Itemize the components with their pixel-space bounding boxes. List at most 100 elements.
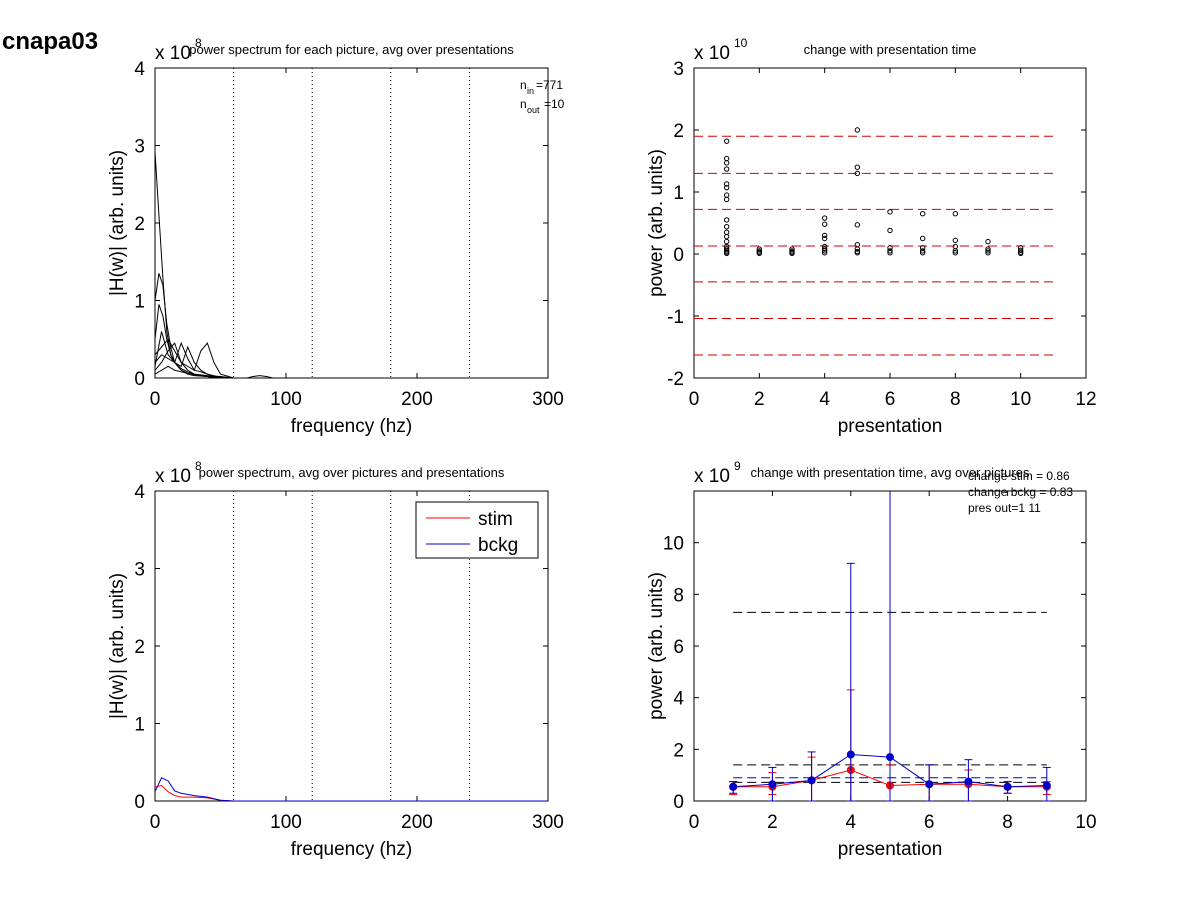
x-tick-label: 0	[150, 389, 161, 410]
x-tick-label: 4	[846, 812, 857, 833]
y-tick-label: 2	[673, 121, 684, 142]
y-tick-label: 1	[134, 292, 145, 313]
scatter-point	[723, 217, 730, 223]
scatter-point	[854, 222, 861, 228]
series-line	[155, 365, 548, 378]
scatter-point	[821, 232, 828, 239]
data-marker-bckg	[729, 782, 738, 791]
y-exponent-power: 8	[195, 36, 202, 50]
scatter-point	[854, 170, 861, 177]
x-axis-label: frequency (hz)	[291, 416, 412, 437]
y-exponent-base: x 10	[155, 43, 191, 64]
x-tick-label: 6	[924, 812, 935, 833]
annotation-n-out-value: =10	[544, 97, 565, 111]
y-exponent-power: 9	[734, 459, 741, 473]
scatter-point	[756, 250, 763, 257]
scatter-point	[723, 138, 730, 144]
x-tick-label: 300	[532, 812, 564, 833]
scatter-point	[887, 250, 893, 256]
scatter-point	[854, 127, 861, 133]
y-tick-label: -2	[667, 369, 684, 390]
series-line	[155, 331, 548, 378]
y-tick-label: 0	[134, 369, 145, 390]
scatter-point	[887, 248, 893, 254]
annotation-text: pres out=1 11	[968, 501, 1041, 515]
scatter-point	[854, 250, 861, 256]
x-tick-label: 8	[1002, 812, 1013, 833]
scatter-point	[887, 245, 893, 251]
y-exponent-power: 8	[195, 459, 202, 473]
x-tick-label: 200	[401, 812, 433, 833]
chart-title: change with presentation time	[804, 42, 977, 57]
annotation-text: change bckg = 0.83	[968, 485, 1073, 499]
y-tick-label: 2	[134, 637, 145, 658]
annotation-n-in-sub: in	[527, 86, 534, 96]
y-tick-label: 3	[673, 59, 684, 80]
y-tick-label: 4	[134, 59, 145, 80]
scatter-point	[723, 155, 730, 162]
y-exponent-base: x 10	[694, 43, 730, 64]
series-line	[155, 777, 548, 801]
x-tick-label: 6	[885, 389, 896, 410]
y-tick-label: 3	[134, 560, 145, 581]
scatter-point	[821, 248, 828, 254]
scatter-point	[723, 229, 730, 236]
scatter-point	[789, 250, 795, 257]
y-axis-label: |H(w)| (arb. units)	[107, 150, 128, 296]
scatter-point	[919, 250, 926, 256]
y-tick-label: 1	[673, 183, 684, 204]
x-tick-label: 100	[270, 389, 302, 410]
data-marker-bckg	[807, 776, 816, 785]
x-tick-label: 12	[1075, 389, 1096, 410]
x-tick-label: 100	[270, 812, 302, 833]
scatter-point	[887, 227, 893, 234]
y-tick-label: 0	[673, 792, 684, 813]
scatter-point	[952, 211, 959, 217]
scatter-point	[821, 215, 828, 221]
y-exponent-power: 10	[734, 36, 748, 50]
chart-title: power spectrum, avg over pictures and pr…	[199, 465, 505, 480]
x-tick-label: 10	[1010, 389, 1031, 410]
y-axis-label: |H(w)| (arb. units)	[107, 573, 128, 719]
annotation-n-in: n	[520, 78, 527, 92]
data-marker-bckg	[1003, 782, 1012, 791]
x-tick-label: 2	[767, 812, 778, 833]
x-tick-label: 8	[950, 389, 961, 410]
scatter-point	[854, 242, 861, 248]
scatter-point	[854, 246, 861, 252]
scatter-point	[887, 209, 893, 215]
x-tick-label: 10	[1075, 812, 1096, 833]
legend-box	[415, 501, 539, 559]
plot-frame	[154, 67, 549, 379]
scatter-point	[919, 245, 926, 251]
x-tick-label: 0	[689, 812, 700, 833]
series-line	[246, 375, 274, 378]
scatter-point	[723, 250, 730, 257]
scatter-point	[952, 248, 959, 254]
scatter-point	[919, 248, 926, 254]
scatter-point	[723, 181, 730, 187]
annotation-n-out-sub: out	[527, 105, 540, 115]
y-tick-label: 6	[673, 637, 684, 658]
scatter-point	[952, 243, 959, 250]
scatter-point	[723, 160, 730, 166]
scatter-point	[821, 246, 828, 252]
scatter-point	[723, 233, 730, 240]
scatter-point	[919, 235, 926, 242]
y-tick-label: -1	[667, 307, 684, 328]
chart-title: change with presentation time, avg over …	[751, 465, 1030, 480]
x-tick-label: 4	[819, 389, 830, 410]
x-tick-label: 2	[754, 389, 765, 410]
y-axis-label: power (arb. units)	[646, 149, 667, 297]
scatter-point	[985, 248, 991, 254]
scatter-point	[1017, 250, 1024, 257]
scatter-point	[985, 246, 991, 252]
scatter-point	[985, 238, 991, 245]
legend-label-bckg: bckg	[478, 535, 518, 556]
series-line	[155, 151, 548, 378]
x-axis-label: presentation	[838, 416, 943, 437]
y-tick-label: 2	[134, 214, 145, 235]
data-marker-bckg	[846, 750, 855, 759]
legend-label-stim: stim	[478, 509, 513, 530]
x-tick-label: 0	[150, 812, 161, 833]
